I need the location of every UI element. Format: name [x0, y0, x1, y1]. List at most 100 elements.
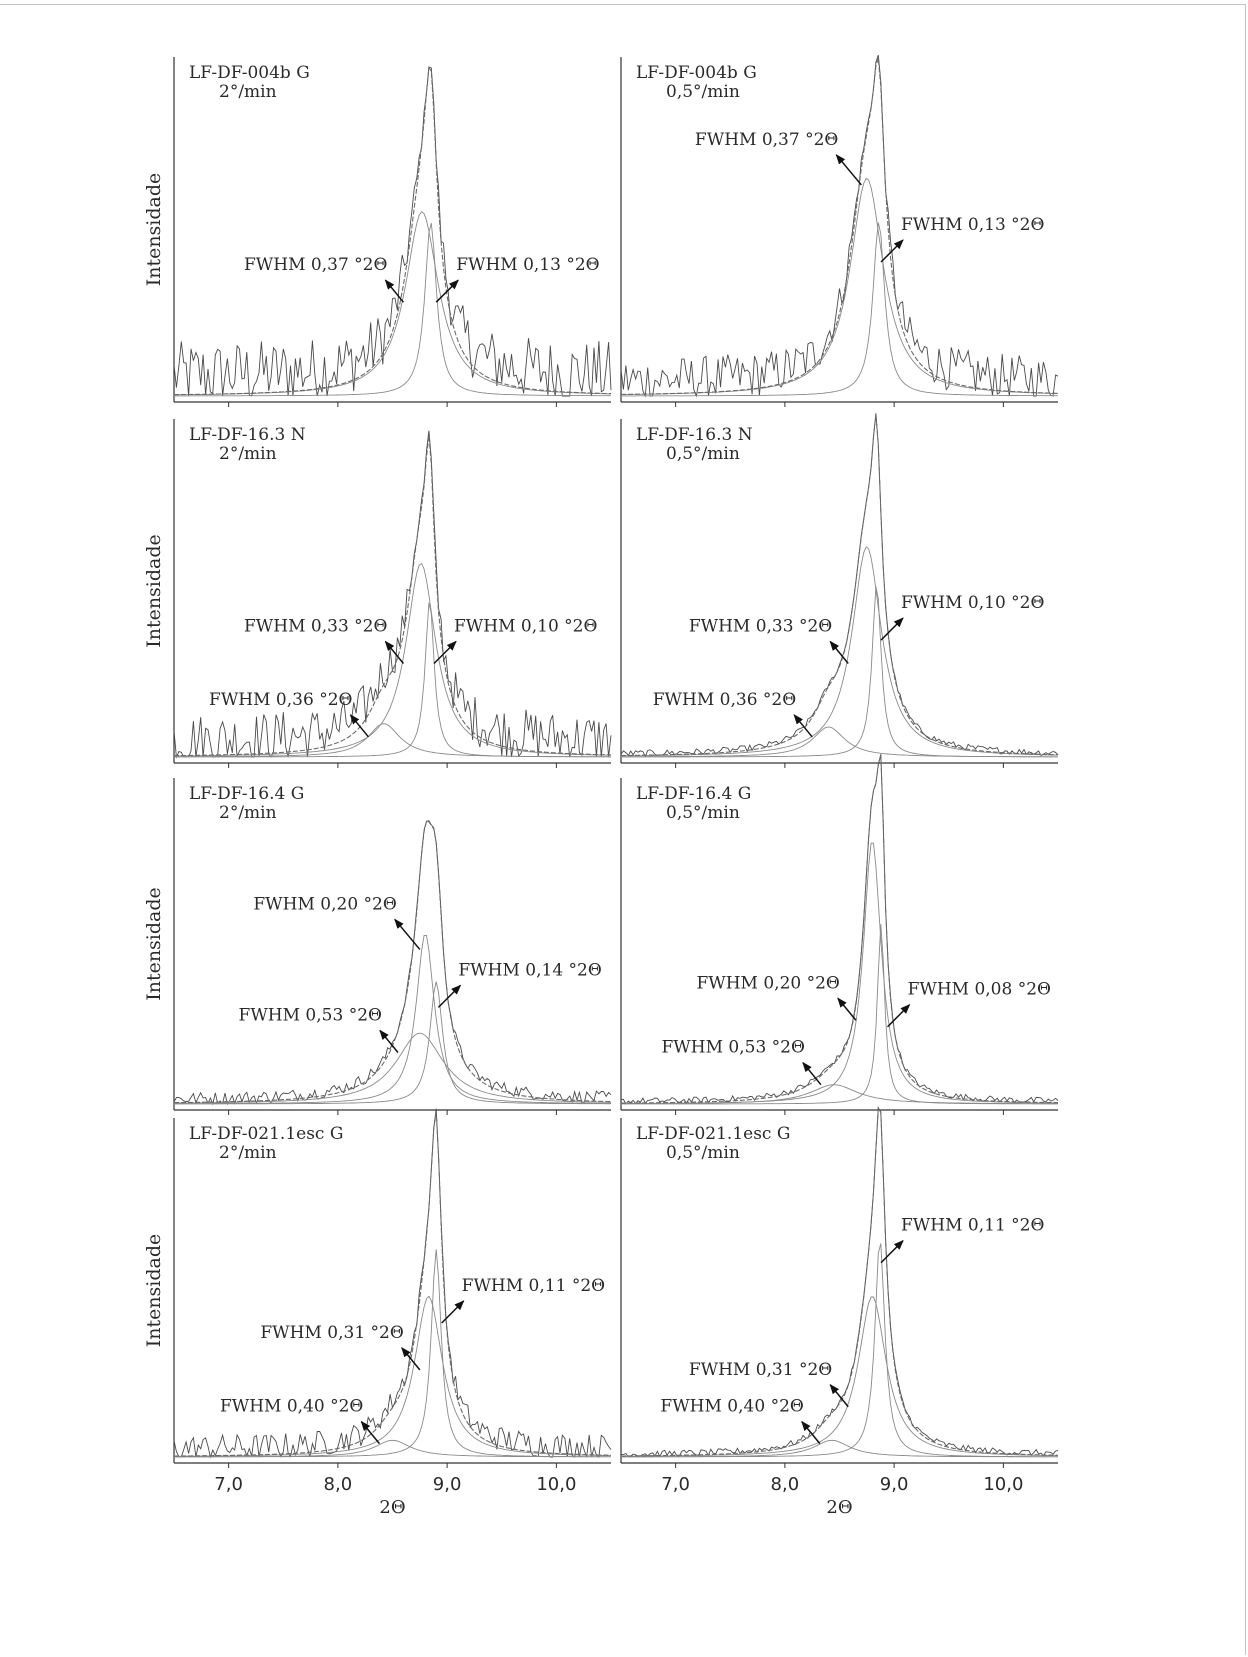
annotation-arrow	[887, 1004, 911, 1028]
fwhm-annotation-label: FWHM 0,40 °2Θ	[660, 1397, 803, 1417]
fwhm-annotation-label: FWHM 0,53 °2Θ	[239, 1005, 382, 1025]
fitted-envelope-curve	[621, 1105, 1059, 1457]
panel-rate-label: 0,5°/min	[666, 1143, 740, 1163]
x-tick-label: 7,0	[661, 1474, 690, 1495]
fitted-component-curve	[174, 602, 611, 758]
fitted-component-curve	[174, 1032, 611, 1104]
annotation-arrow	[829, 1383, 849, 1408]
annotation-arrow	[379, 1029, 399, 1053]
fitted-component-curve	[174, 222, 611, 397]
fwhm-annotation-label: FWHM 0,13 °2Θ	[456, 255, 599, 275]
fwhm-annotation-label: FWHM 0,31 °2Θ	[260, 1323, 403, 1343]
x-tick-label: 7,0	[214, 1474, 243, 1495]
fitted-component-curve	[621, 1296, 1059, 1457]
panel-sample-label: LF-DF-004b G	[189, 63, 310, 83]
x-tick-label: 9,0	[880, 1474, 909, 1495]
fitted-component-curve	[621, 222, 1058, 397]
fitted-component-curve	[621, 177, 1059, 395]
annotation-arrow	[394, 918, 421, 950]
y-axis-title: Intensidade	[143, 173, 165, 287]
fwhm-annotation-label: FWHM 0,31 °2Θ	[689, 1360, 832, 1380]
annotation-arrow	[829, 640, 849, 664]
chart-panel: LF-DF-16.3 N0,5°/min FWHM 0,36 °2Θ FWHM 0,…	[620, 413, 1059, 768]
chart-panel: LF-DF-16.4 G2°/min FWHM 0,53 °2Θ FWHM 0,20…	[143, 778, 612, 1115]
panel-sample-label: LF-DF-021.1esc G	[189, 1124, 343, 1144]
panel-sample-label: LF-DF-16.3 N	[636, 425, 753, 445]
x-axis-title: 2Θ	[826, 1497, 852, 1518]
fitted-envelope-curve	[174, 435, 612, 757]
panel-sample-label: LF-DF-16.4 G	[189, 784, 304, 804]
x-tick-label: 8,0	[771, 1474, 800, 1495]
chart-panel: LF-DF-16.4 G0,5°/min FWHM 0,53 °2Θ FWHM 0,…	[620, 754, 1059, 1115]
figure-frame	[0, 4, 1246, 1655]
fitted-component-curve	[174, 1295, 611, 1457]
fwhm-annotation-label: FWHM 0,37 °2Θ	[244, 255, 387, 275]
chart-panel: LF-DF-16.3 N2°/min FWHM 0,36 °2Θ FWHM 0,33…	[143, 419, 612, 768]
annotation-arrow	[801, 1420, 821, 1445]
fwhm-annotation-label: FWHM 0,10 °2Θ	[454, 616, 597, 636]
annotation-arrow	[401, 1347, 421, 1371]
annotation-arrow	[435, 279, 459, 303]
fwhm-annotation-label: FWHM 0,08 °2Θ	[908, 980, 1051, 1000]
fwhm-annotation-label: FWHM 0,36 °2Θ	[209, 690, 352, 710]
fitted-component-curve	[621, 842, 1058, 1104]
fwhm-annotation-label: FWHM 0,33 °2Θ	[689, 616, 832, 636]
annotation-arrow	[880, 617, 904, 641]
annotation-arrow	[441, 1300, 465, 1324]
x-tick-label: 10,0	[536, 1474, 576, 1495]
fitted-envelope-curve	[621, 414, 1059, 757]
fitted-component-curve	[621, 1243, 1059, 1458]
fwhm-annotation-label: FWHM 0,14 °2Θ	[458, 960, 601, 980]
chart-panel: LF-DF-021.1esc G0,5°/min FWHM 0,40 °2Θ FWH…	[620, 1105, 1059, 1518]
annotation-arrow	[835, 154, 862, 186]
fitted-envelope-curve	[621, 754, 1059, 1104]
fitted-envelope-curve	[621, 58, 1058, 395]
chart-panel: LF-DF-004b G0,5°/min FWHM 0,37 °2Θ FWHM 0,…	[620, 54, 1059, 407]
annotation-arrow	[880, 1239, 904, 1264]
fwhm-annotation-label: FWHM 0,11 °2Θ	[462, 1276, 605, 1296]
fitted-component-curve	[174, 1439, 611, 1458]
fitted-envelope-curve	[173, 65, 611, 396]
panel-sample-label: LF-DF-16.4 G	[636, 784, 751, 804]
fwhm-annotation-label: FWHM 0,11 °2Θ	[901, 1216, 1044, 1236]
fitted-component-curve	[174, 981, 611, 1105]
panel-rate-label: 0,5°/min	[666, 82, 740, 102]
panel-rate-label: 0,5°/min	[666, 444, 740, 464]
annotation-arrow	[802, 1061, 822, 1086]
fwhm-annotation-label: FWHM 0,20 °2Θ	[253, 894, 396, 914]
measured-pattern-line	[620, 54, 1059, 398]
annotation-arrow	[433, 640, 457, 665]
annotation-arrow	[349, 714, 370, 738]
annotation-arrow	[384, 640, 405, 664]
fitted-component-curve	[174, 562, 612, 757]
annotation-arrow	[880, 239, 904, 263]
panel-sample-label: LF-DF-004b G	[636, 63, 757, 83]
fwhm-annotation-label: FWHM 0,20 °2Θ	[696, 973, 839, 993]
panel-rate-label: 2°/min	[219, 444, 277, 464]
panel-rate-label: 2°/min	[219, 82, 277, 102]
x-tick-label: 10,0	[983, 1474, 1023, 1495]
annotation-arrow	[837, 997, 857, 1021]
fwhm-annotation-label: FWHM 0,13 °2Θ	[901, 215, 1044, 235]
fwhm-annotation-label: FWHM 0,53 °2Θ	[662, 1038, 805, 1058]
measured-pattern-line	[621, 1106, 1059, 1458]
annotation-arrow	[360, 1420, 380, 1445]
fwhm-annotation-label: FWHM 0,37 °2Θ	[695, 130, 838, 150]
fitted-component-curve	[621, 586, 1058, 758]
fitted-envelope-curve	[174, 1112, 611, 1457]
y-axis-title: Intensidade	[143, 887, 165, 1001]
panel-rate-label: 0,5°/min	[666, 803, 740, 823]
chart-panel: LF-DF-021.1esc G2°/min FWHM 0,40 °2Θ FWHM …	[143, 1108, 612, 1518]
x-axis-title: 2Θ	[379, 1497, 405, 1518]
fwhm-annotation-label: FWHM 0,10 °2Θ	[901, 593, 1044, 613]
annotation-arrow	[437, 984, 462, 1008]
annotation-arrow	[793, 714, 813, 738]
panel-sample-label: LF-DF-16.3 N	[189, 425, 306, 445]
panel-rate-label: 2°/min	[219, 1143, 277, 1163]
fitted-component-curve	[621, 546, 1058, 757]
x-tick-label: 8,0	[324, 1474, 353, 1495]
fwhm-annotation-label: FWHM 0,40 °2Θ	[220, 1397, 363, 1417]
measured-pattern-line	[173, 66, 612, 397]
fitted-component-curve	[174, 1249, 612, 1458]
